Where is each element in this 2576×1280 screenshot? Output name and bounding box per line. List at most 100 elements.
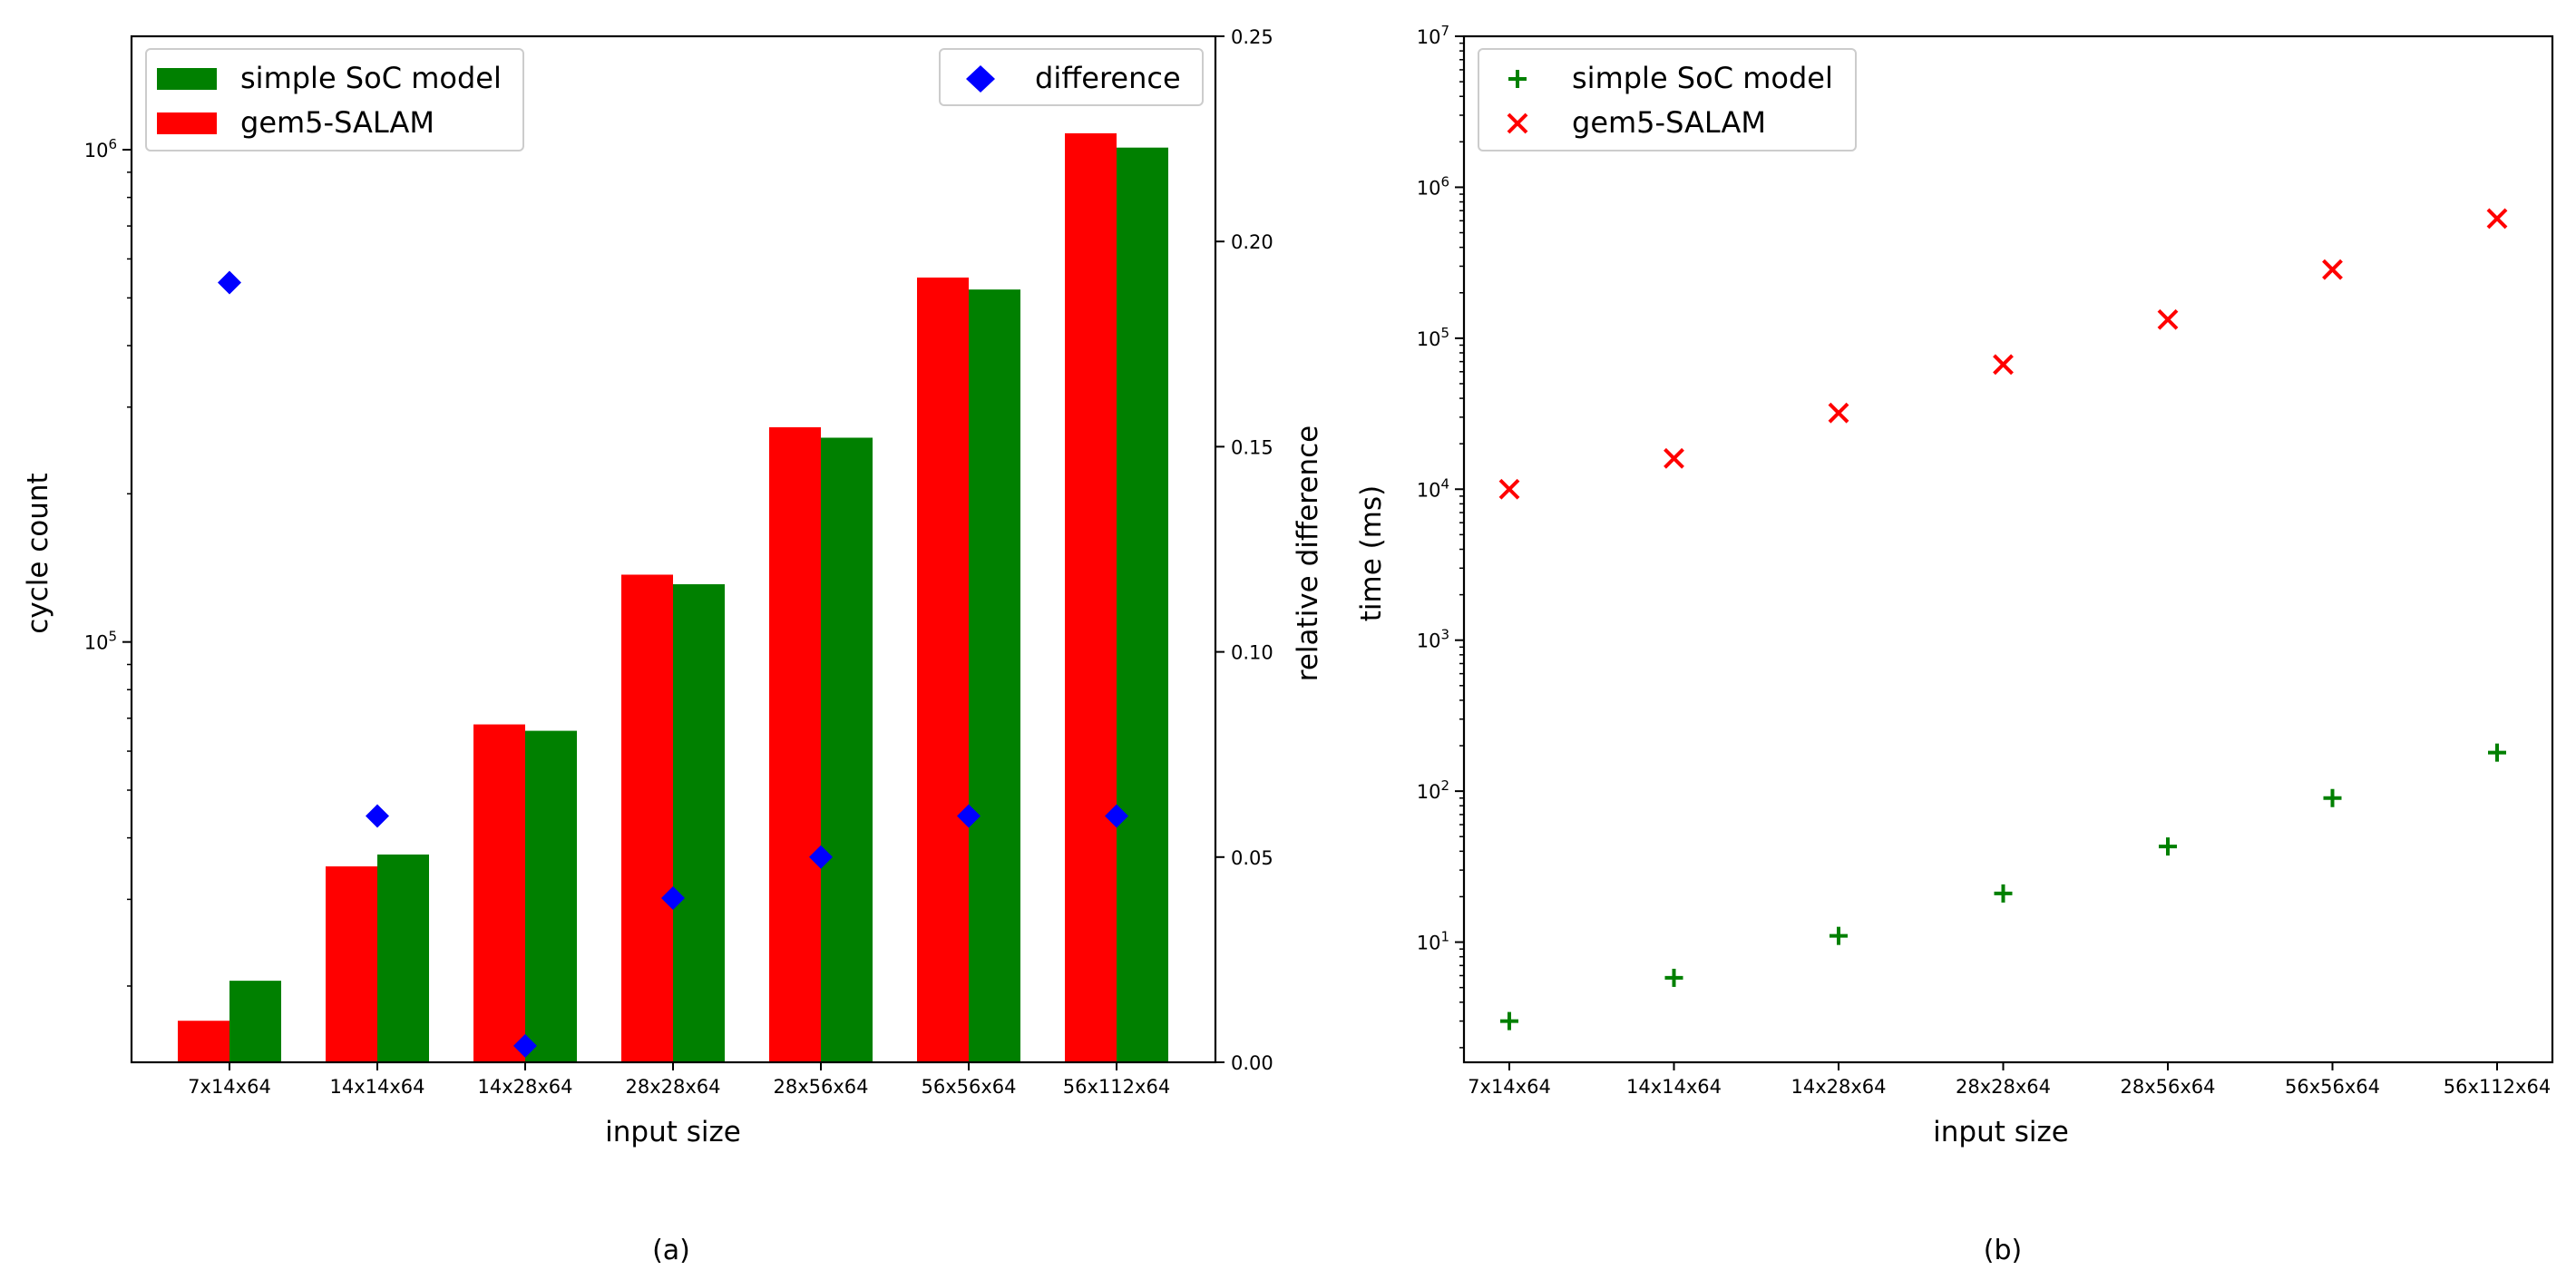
y-tick-label: 104 [1417, 475, 1449, 501]
bar-gem5-salam [1065, 132, 1117, 1062]
y-tick-label: 103 [1417, 627, 1449, 652]
plus-marker-simple-soc-model [1994, 884, 2013, 903]
legend-plus-marker [1508, 70, 1527, 88]
legend-b: simple SoC model gem5-SALAM [1478, 48, 1857, 151]
y-tick-label-base: 10 [1417, 933, 1441, 954]
x-tick-label: 14x28x64 [477, 1076, 572, 1098]
marker-stroke [2157, 308, 2179, 330]
difference-marker [366, 804, 389, 828]
legend-label: difference [1035, 61, 1181, 95]
bar-simple-soc-model [377, 854, 429, 1062]
x-marker-gem5-salam [2322, 259, 2343, 280]
y-tick-label-exponent: 2 [1440, 777, 1449, 794]
y-axis-left-a: 105 106 [84, 136, 132, 987]
legend-x-marker [1507, 112, 1528, 134]
legend-label: simple SoC model [240, 61, 502, 95]
legend-a-left: simple SoC model gem5-SALAM [145, 48, 524, 151]
difference-marker [1105, 804, 1128, 828]
difference-marker [957, 804, 981, 828]
y-tick-label: 102 [1417, 777, 1449, 803]
x-marker-gem5-salam [2157, 308, 2179, 330]
x-axis-label-b: input size [1933, 1116, 2069, 1148]
y-tick-label-base: 10 [1417, 630, 1441, 652]
y-tick-label-base: 10 [1417, 781, 1441, 803]
marker-stroke [2486, 208, 2508, 230]
legend-diamond-marker [966, 65, 995, 93]
y-tick-label-base: 10 [1417, 479, 1441, 501]
plus-marker-simple-soc-model [2323, 788, 2342, 807]
legend-a-right: difference [939, 48, 1204, 106]
difference-marker [218, 270, 241, 295]
bar-gem5-salam [769, 426, 821, 1063]
marker-stroke [2322, 259, 2343, 280]
x-axis-a: 7x14x64 14x14x64 14x28x64 28x28x64 28x56x64 5… [188, 1062, 1170, 1098]
y-tick-label-exponent: 4 [1440, 475, 1449, 492]
x-axis-b: 7x14x64 14x14x64 14x28x64 28x28x64 28x56x64 5… [1468, 1062, 2551, 1098]
x-marker-gem5-salam [1993, 354, 2014, 376]
y-tick-label: 105 [84, 629, 117, 654]
caption-a: (a) [652, 1235, 690, 1266]
plus-marker-simple-soc-model [1830, 926, 1848, 945]
plus-marker-simple-soc-model [1664, 968, 1683, 987]
bar-gem5-salam [473, 724, 525, 1062]
bar-simple-soc-model [525, 730, 577, 1062]
x-tick-label: 14x14x64 [329, 1076, 424, 1098]
panel-b: 7x14x64 14x14x64 14x28x64 28x28x64 28x56x64 5… [1355, 23, 2554, 1266]
difference-marker [809, 845, 833, 869]
x-marker-gem5-salam [1828, 402, 1849, 424]
y2-tick-label: 0.20 [1231, 231, 1273, 253]
bar-simple-soc-model [821, 437, 873, 1063]
marker-stroke [1993, 354, 2014, 376]
x-marker-gem5-salam [1498, 478, 1520, 500]
bar-gem5-salam [326, 866, 377, 1062]
marker-stroke [1828, 402, 1849, 424]
y-tick-label-base: 10 [1417, 328, 1441, 350]
x-tick-label: 56x112x64 [1063, 1076, 1170, 1098]
x-tick-label: 7x14x64 [188, 1076, 271, 1098]
y-tick-label: 106 [84, 136, 117, 161]
x-tick-label: 14x28x64 [1791, 1076, 1886, 1098]
marker-stroke [1664, 447, 1684, 469]
bar-gem5-salam [178, 1021, 229, 1062]
legend-label: gem5-SALAM [240, 105, 434, 140]
x-tick-label: 14x14x64 [1626, 1076, 1722, 1098]
y-tick-label-exponent: 1 [1440, 929, 1449, 945]
plot-frame-b [1462, 34, 2554, 1064]
caption-b: (b) [1984, 1235, 2022, 1266]
plus-marker-simple-soc-model [1500, 1011, 1518, 1031]
y2-tick-label: 0.15 [1231, 436, 1273, 458]
y-tick-label-exponent: 6 [1440, 173, 1449, 190]
panel-a: 7x14x64 14x14x64 14x28x64 28x28x64 28x56x64 5… [22, 26, 1324, 1266]
legend-box [939, 48, 1204, 106]
y-tick-label: 105 [1417, 325, 1449, 350]
y-tick-label-exponent: 5 [1440, 325, 1449, 341]
x-axis-label-a: input size [605, 1116, 741, 1148]
marker-stroke [1498, 478, 1520, 500]
legend-box [145, 48, 524, 151]
legend-swatch-simple-soc [157, 68, 217, 90]
y2-tick-label: 0.00 [1231, 1052, 1273, 1074]
y2-tick-label: 0.05 [1231, 847, 1273, 869]
y-tick-label: 107 [1417, 23, 1449, 48]
legend-label: simple SoC model [1572, 61, 1833, 95]
plus-marker-simple-soc-model [2488, 743, 2506, 762]
y-tick-label: 106 [1417, 173, 1449, 199]
y-tick-label-base: 10 [1417, 26, 1441, 48]
y-axis-label-b: time (ms) [1355, 485, 1388, 621]
y-tick-label-base: 10 [1417, 177, 1441, 199]
y2-axis-label-a: relative difference [1292, 425, 1324, 681]
x-tick-label: 28x56x64 [773, 1076, 868, 1098]
legend-box [1478, 48, 1857, 151]
y-axis-label-a: cycle count [22, 473, 54, 633]
x-tick-label: 56x56x64 [921, 1076, 1016, 1098]
scatter-layer [1498, 208, 2508, 1031]
difference-marker [661, 886, 685, 911]
legend-swatch-gem5-salam [157, 112, 217, 134]
y-tick-label: 101 [1417, 929, 1449, 954]
legend-label: gem5-SALAM [1572, 105, 1766, 140]
y-tick-label-exponent: 7 [1440, 23, 1449, 39]
y-tick-label-base: 10 [84, 632, 109, 654]
bar-gem5-salam [621, 574, 673, 1062]
